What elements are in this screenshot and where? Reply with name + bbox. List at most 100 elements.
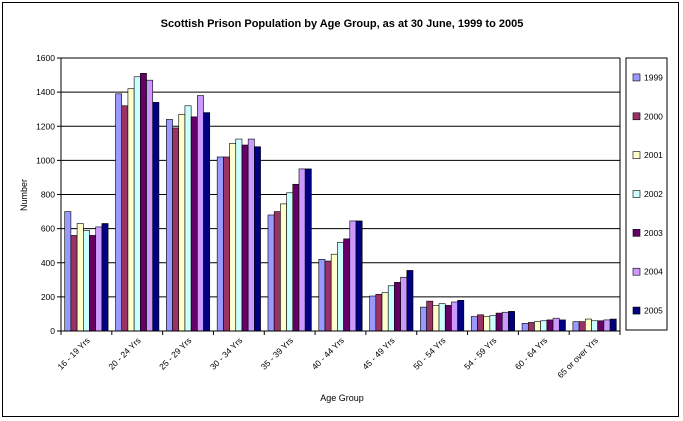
bar-2000-5 bbox=[324, 260, 332, 332]
bar-2001-10 bbox=[584, 318, 592, 332]
bar-2005-0 bbox=[101, 223, 109, 332]
bar-2001-7 bbox=[432, 305, 440, 332]
bar-2005-8 bbox=[508, 311, 515, 332]
bar-2002-10 bbox=[591, 320, 598, 332]
y-tick-label: 400 bbox=[41, 258, 55, 268]
bar-2001-5 bbox=[330, 253, 338, 332]
bar-2004-0 bbox=[95, 226, 103, 332]
x-tick-label: 50 - 54 Yrs bbox=[411, 335, 447, 371]
bar-2003-10 bbox=[597, 320, 605, 332]
y-tick-label: 1200 bbox=[36, 121, 55, 131]
bar-2004-10 bbox=[603, 319, 611, 332]
bar-1999-9 bbox=[521, 323, 529, 332]
x-tick-label: 54 - 59 Yrs bbox=[462, 335, 498, 371]
legend-label-2005: 2005 bbox=[644, 306, 663, 316]
bar-2004-5 bbox=[349, 220, 357, 332]
bar-2005-2 bbox=[203, 112, 211, 332]
legend-label-2000: 2000 bbox=[644, 111, 663, 121]
bar-1999-2 bbox=[166, 119, 173, 332]
bar-2002-1 bbox=[133, 76, 141, 332]
chart-title: Scottish Prison Population by Age Group,… bbox=[161, 18, 524, 30]
legend-swatch-2005 bbox=[632, 306, 641, 315]
bar-2000-10 bbox=[578, 321, 586, 332]
x-tick-label: 16 - 19 Yrs bbox=[55, 335, 91, 371]
legend-swatch-1999 bbox=[632, 73, 641, 82]
x-tick-label: 45 - 49 Yrs bbox=[360, 335, 396, 371]
bar-2003-1 bbox=[140, 73, 147, 332]
bar-2002-7 bbox=[438, 303, 446, 332]
bar-2000-9 bbox=[527, 322, 535, 332]
bar-1999-10 bbox=[572, 321, 580, 332]
bar-2005-9 bbox=[558, 319, 566, 332]
bar-2004-2 bbox=[197, 95, 204, 332]
bar-2004-6 bbox=[400, 276, 408, 332]
x-tick-label: 25 - 29 Yrs bbox=[157, 335, 193, 371]
x-axis-label: Age Group bbox=[320, 393, 364, 403]
bar-2003-9 bbox=[546, 319, 554, 332]
bar-1999-0 bbox=[64, 211, 72, 332]
bar-2003-7 bbox=[444, 305, 452, 332]
bar-2004-1 bbox=[146, 79, 154, 332]
bar-2001-3 bbox=[229, 143, 237, 332]
bar-2002-2 bbox=[184, 105, 192, 332]
bar-2002-6 bbox=[387, 285, 395, 332]
bar-2004-9 bbox=[552, 317, 560, 332]
y-tick-label: 1400 bbox=[36, 87, 55, 97]
bar-2002-0 bbox=[83, 230, 90, 332]
bar-1999-5 bbox=[318, 259, 326, 332]
legend-label-1999: 1999 bbox=[644, 72, 663, 82]
bar-2005-5 bbox=[355, 220, 363, 332]
bar-2005-1 bbox=[152, 102, 160, 332]
bar-2004-7 bbox=[451, 301, 458, 332]
y-axis-label: Number bbox=[19, 179, 29, 211]
legend-swatch-2002 bbox=[632, 190, 641, 198]
legend-swatch-2004 bbox=[632, 267, 641, 276]
bar-1999-6 bbox=[369, 295, 377, 332]
bar-2003-8 bbox=[495, 312, 503, 332]
y-tick-label: 0 bbox=[50, 326, 55, 336]
bar-2002-3 bbox=[235, 138, 243, 332]
bar-2005-7 bbox=[457, 299, 465, 332]
bar-2000-2 bbox=[172, 127, 180, 332]
y-tick-label: 1000 bbox=[36, 155, 55, 165]
bar-2003-2 bbox=[190, 116, 198, 332]
bar-2000-6 bbox=[375, 294, 383, 332]
y-tick-label: 600 bbox=[41, 224, 55, 234]
bar-2002-4 bbox=[286, 192, 294, 332]
bar-2000-8 bbox=[477, 314, 484, 332]
x-tick-label: 20 - 24 Yrs bbox=[106, 335, 142, 371]
bar-2003-4 bbox=[292, 183, 300, 332]
bar-2005-3 bbox=[254, 146, 261, 332]
bar-2005-6 bbox=[406, 270, 414, 332]
legend-swatch-2001 bbox=[632, 151, 641, 159]
bar-2004-3 bbox=[247, 138, 255, 332]
bar-2004-8 bbox=[501, 311, 509, 332]
y-tick-label: 800 bbox=[41, 190, 55, 200]
bar-2001-4 bbox=[280, 203, 287, 332]
x-tick-label: 40 - 44 Yrs bbox=[310, 335, 346, 371]
legend-label-2003: 2003 bbox=[644, 228, 663, 238]
y-tick-label: 1600 bbox=[36, 53, 55, 63]
bar-2001-9 bbox=[534, 321, 541, 332]
bar-2002-9 bbox=[540, 320, 548, 332]
x-tick-label: 35 - 39 Yrs bbox=[259, 335, 295, 371]
bar-2001-2 bbox=[178, 114, 186, 332]
bar-2000-3 bbox=[223, 156, 230, 332]
bar-2005-4 bbox=[304, 168, 312, 332]
bar-2001-6 bbox=[381, 292, 389, 332]
bar-1999-8 bbox=[470, 316, 478, 332]
legend-swatch-2003 bbox=[632, 229, 641, 237]
legend: 1999 2000 2001 2002 2003 2004 2005 bbox=[625, 57, 668, 331]
bar-1999-3 bbox=[216, 156, 224, 332]
y-tick-label: 200 bbox=[41, 292, 55, 302]
legend-swatch-2000 bbox=[632, 112, 641, 121]
bar-2001-0 bbox=[76, 223, 84, 332]
bar-1999-7 bbox=[420, 306, 427, 332]
legend-label-2002: 2002 bbox=[644, 189, 663, 199]
bar-2000-4 bbox=[273, 211, 281, 332]
bar-1999-1 bbox=[115, 93, 123, 332]
bar-2002-8 bbox=[489, 315, 497, 332]
bar-2002-5 bbox=[337, 241, 344, 332]
bar-2000-1 bbox=[121, 105, 129, 332]
bar-2003-0 bbox=[89, 235, 97, 332]
